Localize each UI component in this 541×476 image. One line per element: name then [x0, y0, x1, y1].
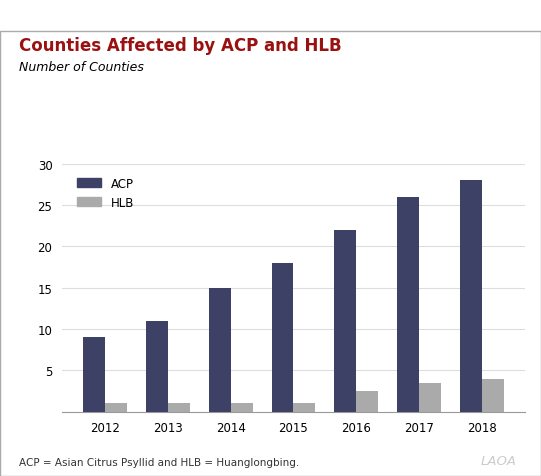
Bar	[419, 383, 441, 412]
Bar	[105, 404, 127, 412]
Legend: ACP, HLB: ACP, HLB	[72, 173, 138, 214]
Bar	[83, 337, 105, 412]
Bar	[397, 197, 419, 412]
Bar	[230, 404, 253, 412]
Bar	[209, 288, 230, 412]
Text: Number of Counties: Number of Counties	[19, 61, 144, 74]
Bar	[293, 404, 315, 412]
Text: Figure 2: Figure 2	[14, 12, 71, 25]
Bar	[168, 404, 190, 412]
Bar	[482, 379, 504, 412]
Bar	[272, 263, 294, 412]
Bar	[146, 321, 168, 412]
Bar	[334, 230, 357, 412]
Text: ACP = Asian Citrus Psyllid and HLB = Huanglongbing.: ACP = Asian Citrus Psyllid and HLB = Hua…	[19, 457, 299, 467]
Text: LAOA: LAOA	[480, 455, 517, 467]
Bar	[357, 391, 378, 412]
Bar	[460, 181, 482, 412]
Text: Counties Affected by ACP and HLB: Counties Affected by ACP and HLB	[19, 37, 341, 55]
